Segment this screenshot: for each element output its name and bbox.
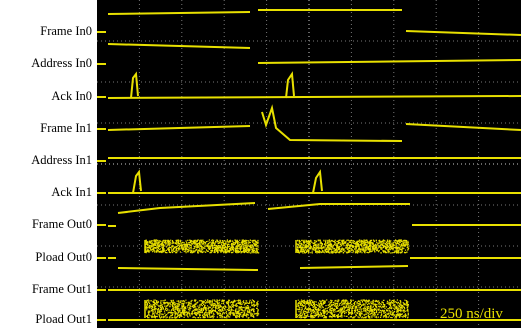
scope-screen: Frame In0 Address In0 Ack In0 Frame In1 Addr… xyxy=(0,0,521,328)
channel-label: Frame Out0 xyxy=(32,217,92,231)
channel-label: Address In1 xyxy=(31,153,92,167)
channel-label: Ack In0 xyxy=(51,89,92,103)
channel-label: Frame Out1 xyxy=(32,282,92,296)
channel-label: Ack In1 xyxy=(51,185,92,199)
channel-label: Pload Out0 xyxy=(35,250,92,264)
channel-label: Address In0 xyxy=(31,56,92,70)
channel-label: Pload Out1 xyxy=(35,312,92,326)
channel-label: Frame In1 xyxy=(40,121,92,135)
channel-label: Frame In0 xyxy=(40,24,92,38)
timebase: 250 ns/div xyxy=(440,306,503,322)
